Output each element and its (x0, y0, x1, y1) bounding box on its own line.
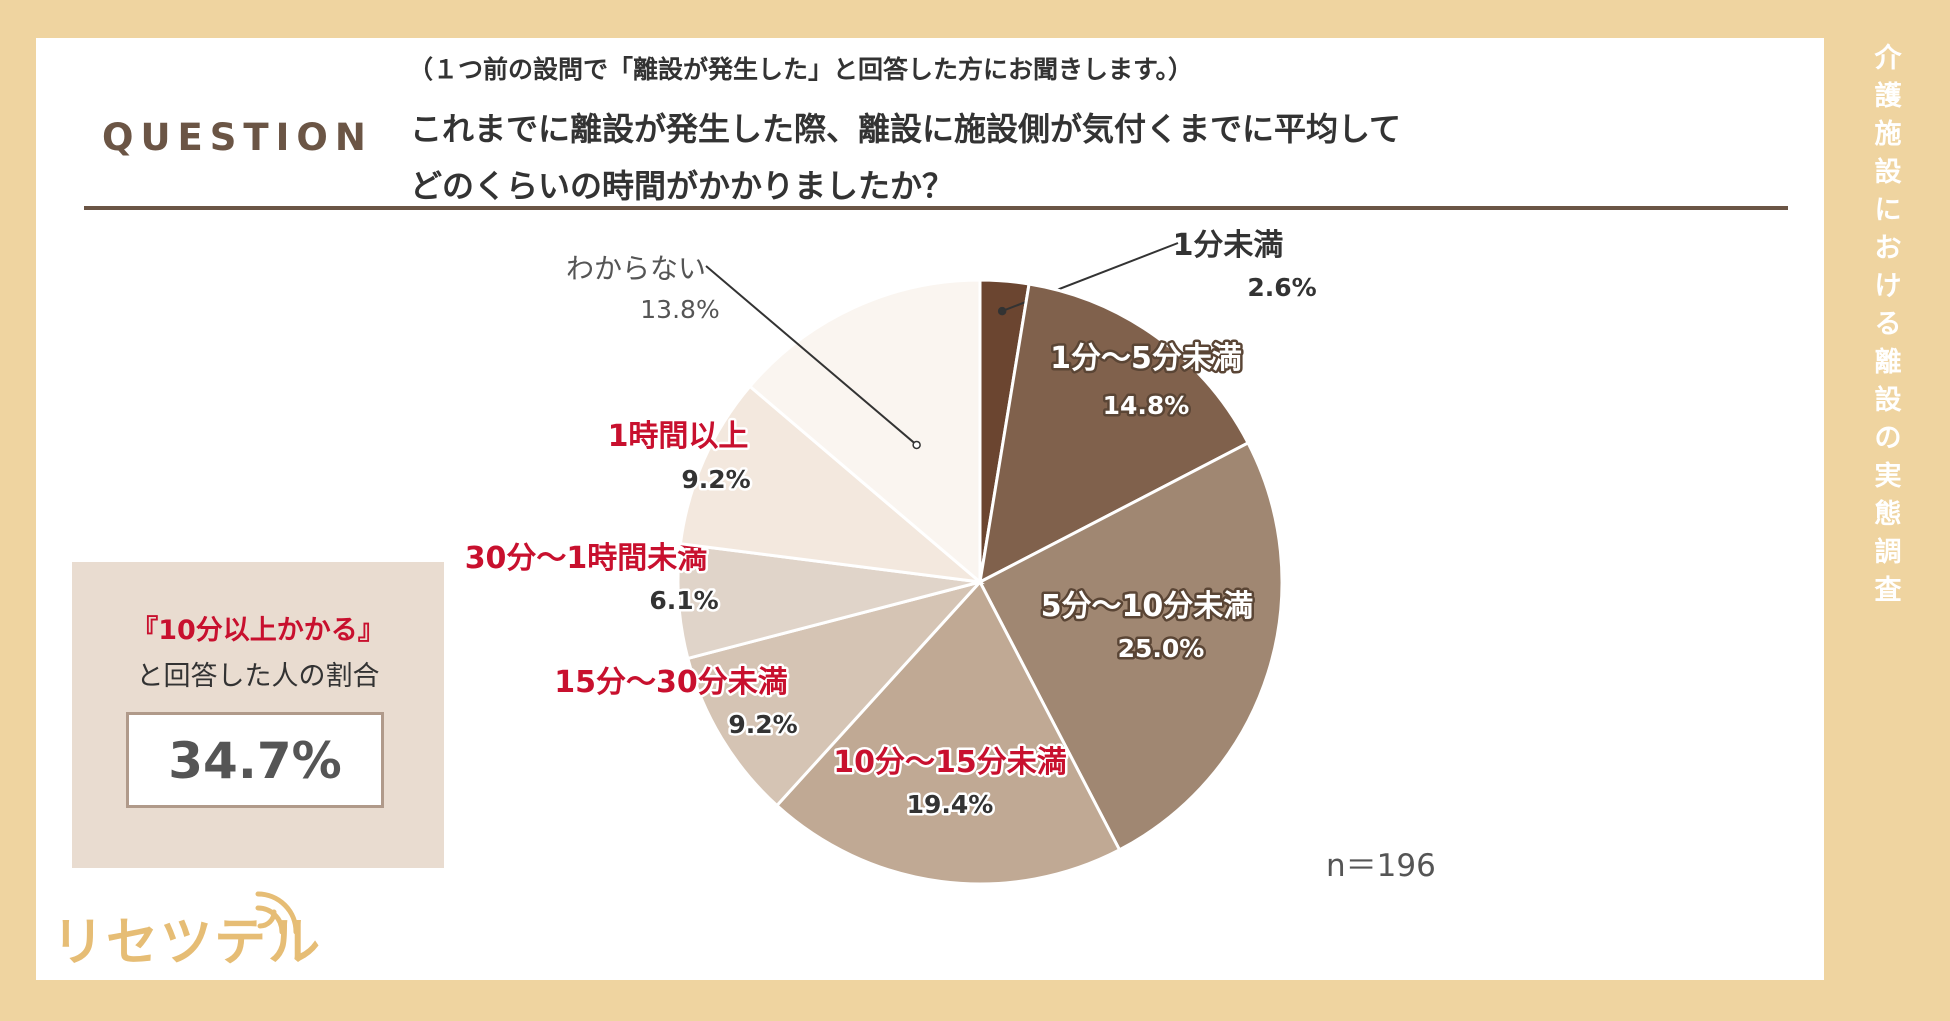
slice-label: 5分〜10分未満 (1041, 589, 1254, 624)
pie-slice (747, 278, 982, 586)
slice-value: 2.6% (1247, 273, 1316, 302)
slice-value: 25.0% (1118, 634, 1205, 663)
logo: リセツテル (52, 913, 323, 973)
header-divider (84, 206, 1788, 210)
question-line-1: これまでに離設が発生した際、離設に施設側が気付くまでに平均して (410, 110, 1402, 148)
pie-slice (678, 384, 985, 585)
side-title: 介護施設における離設の実態調査 (1874, 43, 1902, 606)
summary-value: 34.7% (126, 712, 384, 808)
slice-label: 1分未満 (1173, 228, 1284, 263)
pie-slice (685, 579, 985, 808)
slice-value: 14.8% (1103, 391, 1190, 420)
summary-caption: と回答した人の割合 (136, 661, 380, 692)
slice-value: 13.8% (640, 295, 719, 324)
leader-dot (997, 306, 1007, 316)
leader-line (705, 265, 918, 446)
slice-label: 1時間以上 (608, 419, 749, 454)
leader-dot (912, 440, 921, 450)
slice-value: 19.4% (907, 790, 994, 819)
question-note: （１つ前の設問で「離設が発生した」と回答した方にお聞きします。） (408, 55, 1194, 84)
pie-slice (977, 440, 1284, 852)
slice-label: 1分〜5分未満 (1050, 341, 1242, 376)
question-label: QUESTION (102, 116, 373, 159)
slice-label: 15分〜30分未満 (554, 665, 788, 700)
slice-label: 10分〜15分未満 (833, 745, 1067, 780)
summary-highlight: 『10分以上かかる』 (131, 615, 385, 646)
slice-value: 9.2% (728, 710, 797, 739)
slice-value: 9.2% (681, 465, 750, 494)
pie-slice (774, 579, 1122, 886)
slice-label: わからない (566, 252, 706, 285)
slice-value: 6.1% (649, 586, 718, 615)
pie-slice (978, 282, 1251, 585)
question-line-2: どのくらいの時間がかかりましたか？ (410, 167, 955, 205)
signal-icon (255, 891, 299, 935)
slice-label: 30分〜1時間未満 (465, 541, 708, 576)
summary-box: 『10分以上かかる』 と回答した人の割合 34.7% (72, 562, 444, 868)
sample-size: n＝196 (1326, 848, 1436, 884)
